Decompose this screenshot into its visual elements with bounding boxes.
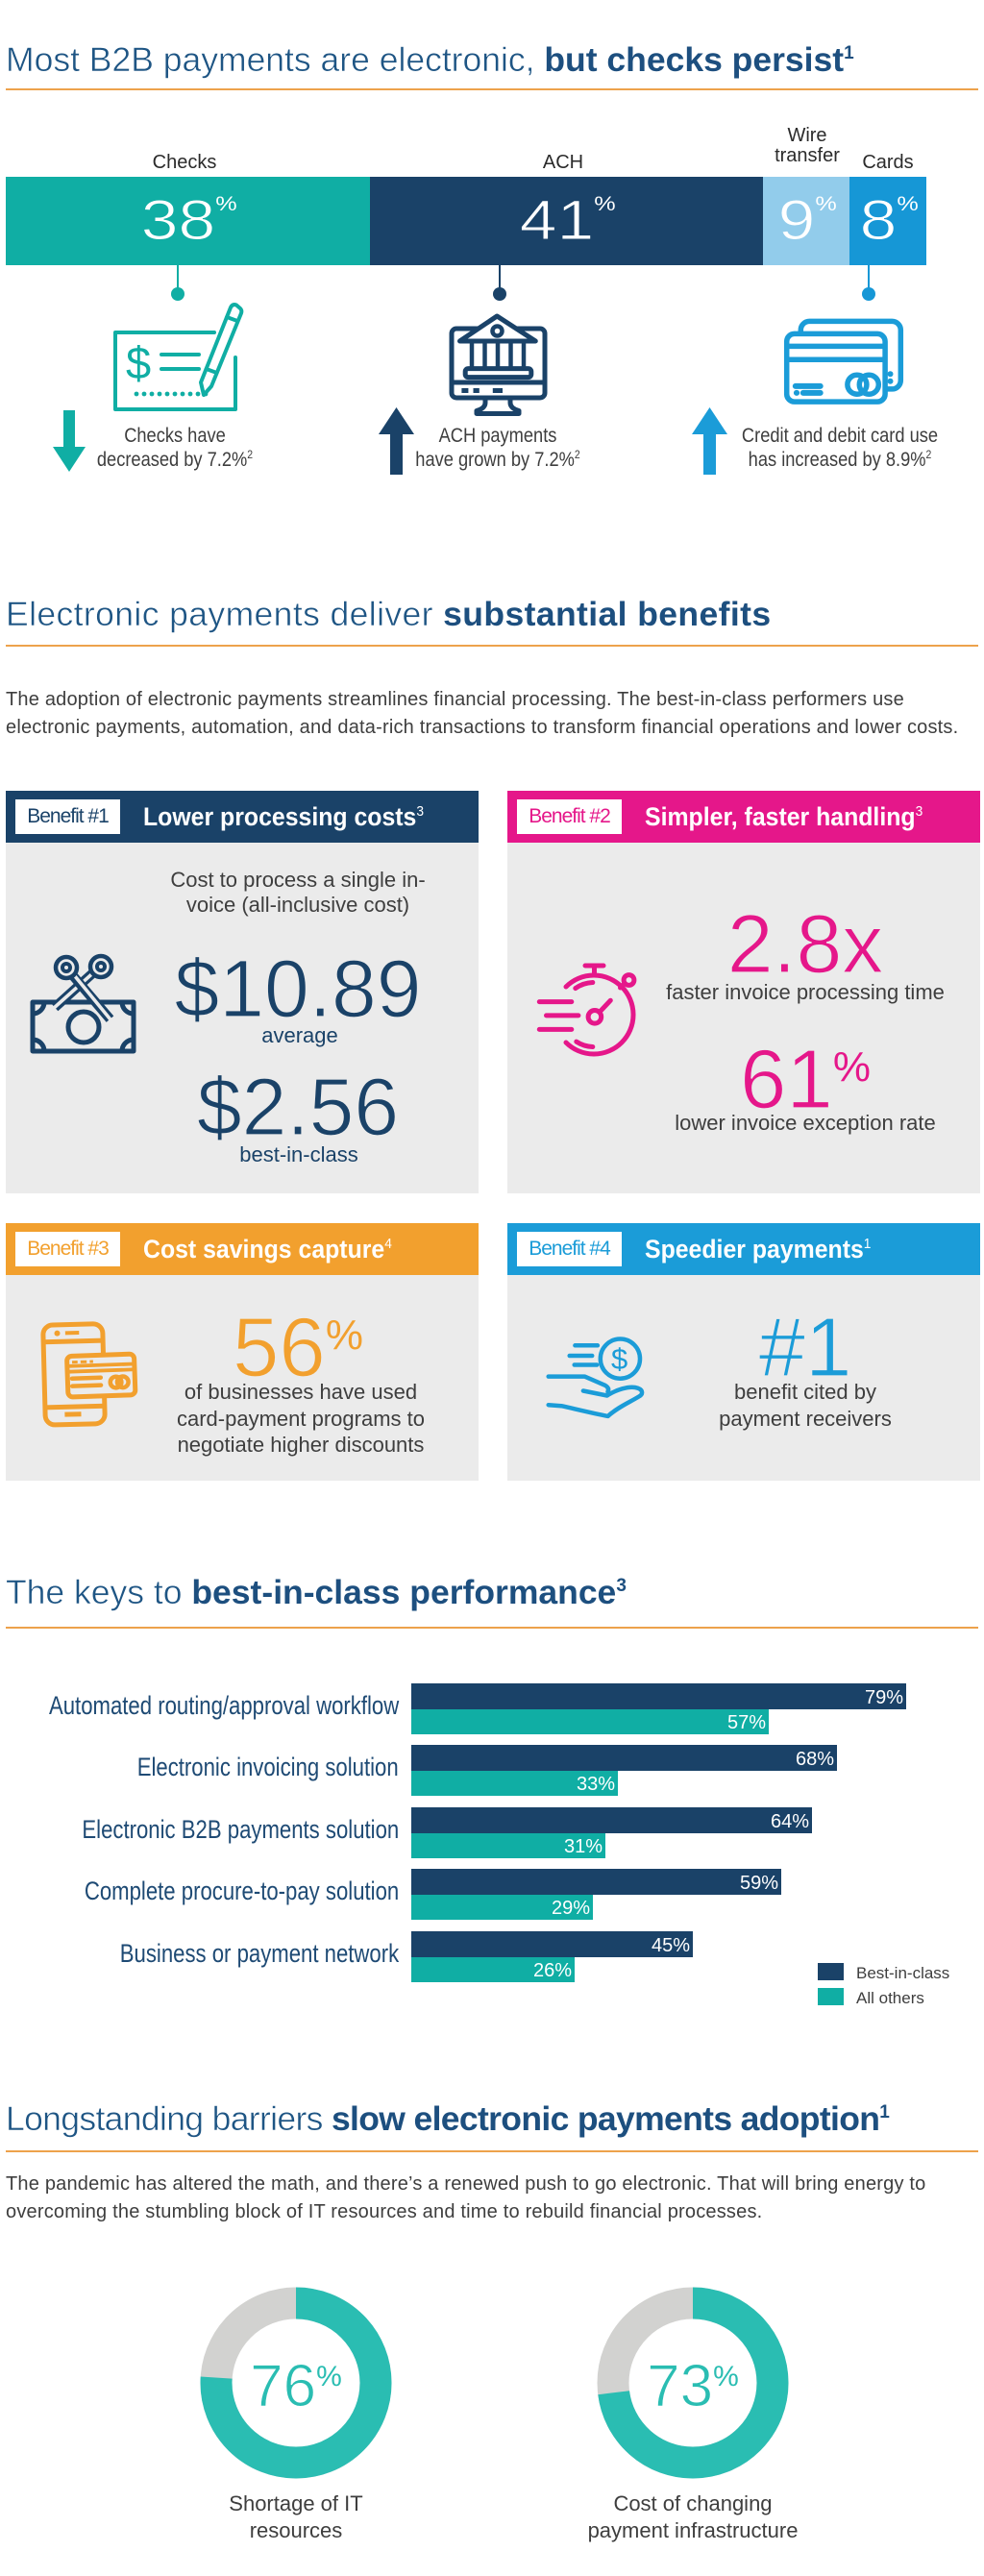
svg-text:$: $ [611, 1342, 627, 1376]
svg-text:$: $ [126, 337, 151, 388]
